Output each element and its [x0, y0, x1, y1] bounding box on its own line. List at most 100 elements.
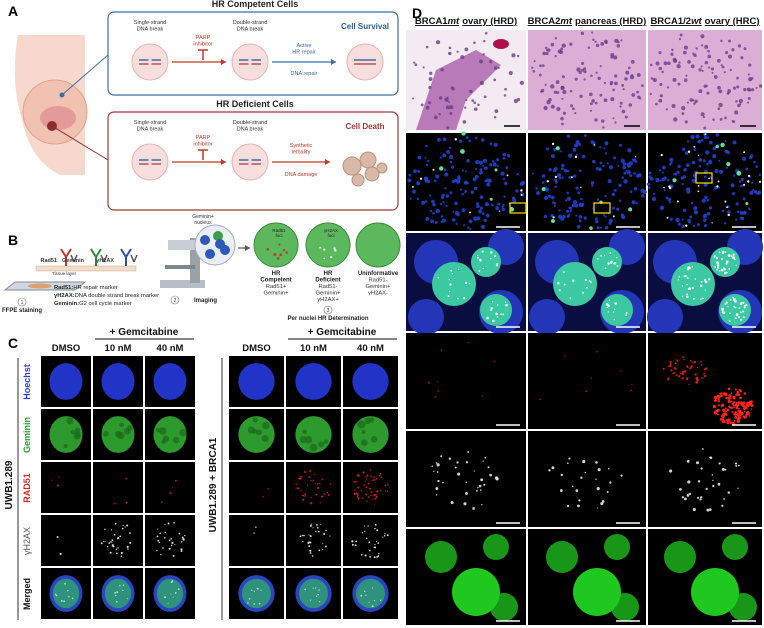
dot: [642, 189, 647, 195]
dot: [755, 165, 759, 168]
break: [148, 158, 152, 166]
dot: [368, 601, 370, 603]
dot: [621, 176, 625, 179]
dot: [708, 278, 711, 281]
dot: [745, 411, 750, 415]
arrow-head: [221, 159, 226, 165]
dot: [583, 67, 587, 71]
dot: [59, 552, 62, 555]
dot: [496, 165, 499, 168]
dot: [743, 87, 747, 92]
dot: [721, 467, 725, 471]
dot: [728, 405, 731, 408]
dot: [659, 179, 662, 182]
dot: [420, 103, 424, 107]
status: mt: [448, 16, 460, 27]
dot: [568, 153, 573, 158]
dot: [158, 541, 161, 544]
label: Double-strand: [233, 120, 268, 126]
dot: [373, 478, 376, 481]
dot: [548, 97, 552, 102]
dot: [590, 140, 595, 145]
geminin-blob: [425, 541, 457, 573]
dot: [731, 120, 735, 123]
dot: [733, 174, 736, 177]
dot: [730, 392, 733, 395]
dot: [705, 367, 708, 370]
gland: [40, 106, 76, 130]
dot: [725, 410, 727, 413]
dot: [317, 593, 320, 596]
dot: [750, 408, 753, 410]
outcome-title: HR: [324, 271, 333, 277]
dot: [309, 443, 318, 452]
dot: [387, 485, 389, 487]
dot: [704, 44, 709, 49]
dot: [596, 257, 599, 260]
channel-label: γH2AX: [22, 527, 32, 555]
dot: [486, 182, 491, 187]
dot: [493, 66, 498, 71]
dot: [591, 31, 594, 34]
dot: [704, 195, 708, 200]
cell: [346, 43, 384, 81]
micrograph: [229, 462, 284, 513]
dot: [538, 73, 542, 77]
dot: [624, 77, 628, 81]
status: mt: [560, 16, 572, 27]
dot: [371, 605, 374, 608]
dot: [572, 199, 578, 205]
arrow-head: [325, 159, 330, 165]
dot: [461, 193, 464, 196]
dot: [698, 68, 702, 72]
dot: [313, 473, 315, 475]
dot: [531, 66, 534, 69]
dot: [692, 297, 695, 300]
dot: [448, 46, 452, 50]
antibody: [60, 248, 72, 266]
dot: [378, 474, 381, 477]
dot: [727, 54, 733, 59]
dot: [659, 169, 662, 172]
dot: [714, 168, 719, 174]
dot: [387, 483, 389, 485]
dot: [714, 399, 717, 402]
dot: [477, 486, 479, 489]
dot: [728, 267, 731, 270]
dot: [492, 162, 497, 167]
dot: [108, 542, 111, 544]
dot: [590, 377, 593, 379]
dot: [681, 105, 686, 111]
marker-text: G2 cell cycle marker: [79, 301, 132, 307]
dot: [253, 603, 256, 605]
dot: [747, 97, 751, 100]
dot: [728, 39, 732, 43]
dot: [655, 177, 660, 183]
dot: [582, 291, 585, 294]
dot: [511, 53, 516, 58]
tissue: pancreas (HRD): [575, 16, 646, 27]
dot: [743, 47, 747, 51]
dot: [649, 63, 653, 67]
dot: [614, 302, 618, 305]
dot: [695, 377, 699, 380]
dot: [717, 266, 720, 269]
dot: [658, 66, 663, 71]
geminin: [355, 578, 386, 609]
dot: [451, 87, 455, 91]
dot: [734, 110, 739, 115]
dot: [51, 479, 53, 481]
dot: [720, 405, 723, 408]
dot: [681, 182, 685, 186]
dot: [693, 361, 695, 363]
dot: [457, 268, 460, 271]
dot: [498, 210, 501, 212]
dot: [531, 172, 534, 175]
dot: [724, 393, 728, 397]
dot: [363, 590, 366, 593]
dot: [496, 158, 500, 162]
dot: [596, 198, 600, 201]
dot: [614, 74, 618, 78]
dot: [748, 400, 752, 404]
dot: [66, 417, 74, 425]
